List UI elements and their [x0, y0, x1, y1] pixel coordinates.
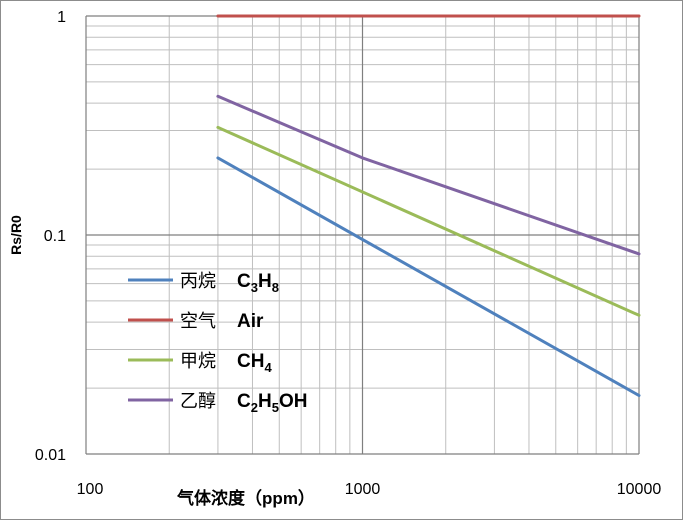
tick-labels: 0.01 0.1 1 100 1000 10000 — [35, 9, 661, 498]
series-line-1 — [216, 156, 641, 397]
legend-label-2: 空气 — [180, 311, 216, 331]
formula-text: H — [258, 271, 272, 292]
series-layer — [216, 14, 641, 397]
legend-formula-4: C2H5OH — [237, 391, 307, 415]
x-axis-title: 气体浓度（ppm） — [176, 488, 315, 508]
formula-subscript: 2 — [251, 400, 258, 415]
y-tick-label: 1 — [57, 9, 66, 26]
series-line-3 — [216, 125, 641, 317]
y-tick-label: 0.01 — [35, 447, 66, 464]
legend-label-4: 乙醇 — [180, 391, 216, 411]
formula-text: CH — [237, 351, 264, 372]
legend-formula-1: C3H8 — [237, 271, 279, 295]
legend-formula-3: CH4 — [237, 351, 272, 375]
formula-text: Air — [237, 311, 264, 332]
formula-subscript: 3 — [251, 280, 258, 295]
formula-text: C — [237, 391, 251, 412]
x-tick-label: 10000 — [617, 481, 662, 498]
formula-text: OH — [279, 391, 308, 412]
formula-text: H — [258, 391, 272, 412]
formula-text: C — [237, 271, 251, 292]
x-tick-label: 100 — [77, 481, 104, 498]
formula-subscript: 5 — [272, 400, 279, 415]
series-line-4 — [216, 94, 641, 256]
legend-formula-2: Air — [237, 311, 264, 332]
formula-subscript: 4 — [264, 360, 272, 375]
legend-label-3: 甲烷 — [180, 351, 216, 371]
formula-subscript: 8 — [272, 280, 279, 295]
y-tick-label: 0.1 — [44, 228, 66, 245]
x-tick-label: 1000 — [345, 481, 381, 498]
y-axis-title: Rs/R0 — [8, 215, 24, 255]
legend-label-1: 丙烷 — [180, 271, 216, 291]
